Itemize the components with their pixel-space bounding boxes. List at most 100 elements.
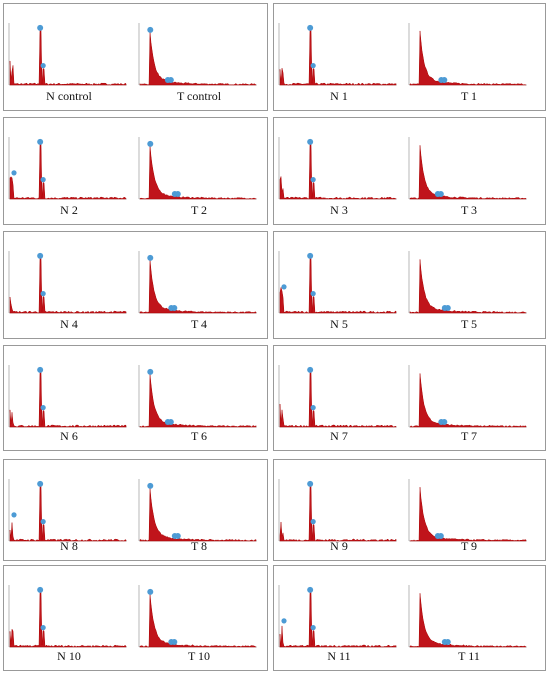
panel-label: T 4 xyxy=(191,317,207,331)
panel-box xyxy=(273,459,546,561)
panel-label: N 8 xyxy=(60,539,78,553)
peak-marker xyxy=(40,291,46,297)
spectrum xyxy=(139,593,257,648)
panel-box xyxy=(3,231,268,339)
peak-marker xyxy=(167,419,174,425)
panel-label: T 8 xyxy=(191,539,207,553)
panel-box xyxy=(3,345,268,451)
panel-box xyxy=(273,231,546,339)
peak-marker xyxy=(147,368,154,375)
spectrum xyxy=(279,371,397,428)
peak-marker xyxy=(310,625,316,631)
spectrum xyxy=(139,259,257,314)
peak-marker xyxy=(11,170,17,176)
peak-marker xyxy=(147,26,154,33)
spectrum xyxy=(9,591,127,648)
spectrum xyxy=(279,29,397,86)
peak-marker xyxy=(174,533,181,539)
spectrum xyxy=(9,257,127,314)
spectrum xyxy=(279,257,397,314)
spectrum xyxy=(409,373,527,428)
panel-label: N 1 xyxy=(330,89,348,103)
spectrum xyxy=(409,593,527,648)
peak-marker xyxy=(310,291,316,297)
panel-label: T 1 xyxy=(461,89,477,103)
peak-marker xyxy=(441,77,448,83)
panel-label: N control xyxy=(46,89,92,103)
panel-box xyxy=(3,565,268,671)
panel-label: T 11 xyxy=(458,649,480,663)
panel-label: N 3 xyxy=(330,203,348,217)
panel-label: T control xyxy=(177,89,222,103)
peak-marker xyxy=(310,519,316,525)
panel-label: N 9 xyxy=(330,539,348,553)
panel-label: T 9 xyxy=(461,539,477,553)
peak-marker xyxy=(310,63,316,69)
peak-marker xyxy=(307,138,314,145)
peak-marker xyxy=(307,366,314,373)
peak-marker xyxy=(40,405,46,411)
panel-box xyxy=(3,3,268,111)
peak-marker xyxy=(310,177,316,183)
peak-marker xyxy=(307,24,314,31)
spectrum xyxy=(409,259,527,314)
peak-marker xyxy=(40,519,46,525)
panel-label: N 6 xyxy=(60,429,78,443)
spectrum xyxy=(9,143,127,200)
peak-marker xyxy=(37,366,44,373)
peak-marker xyxy=(437,533,444,539)
panel-label: N 5 xyxy=(330,317,348,331)
panel-label: T 5 xyxy=(461,317,477,331)
spectrum xyxy=(9,371,127,428)
panel-label: N 2 xyxy=(60,203,78,217)
peak-marker xyxy=(40,625,46,631)
peak-marker xyxy=(147,140,154,147)
panel-box xyxy=(273,345,546,451)
peak-marker xyxy=(441,419,448,425)
panel-box xyxy=(273,3,546,111)
spectrum xyxy=(409,30,527,86)
panel-label: T 2 xyxy=(191,203,207,217)
spectrum xyxy=(409,145,527,200)
peak-marker xyxy=(171,639,178,645)
panel-label: N 10 xyxy=(57,649,81,663)
spectrum xyxy=(139,488,257,542)
peak-marker xyxy=(37,138,44,145)
spectrum xyxy=(9,29,127,86)
peak-marker xyxy=(307,480,314,487)
spectrum xyxy=(139,374,257,428)
peak-marker xyxy=(11,512,17,518)
spectrum xyxy=(279,485,397,542)
panel-label: N 4 xyxy=(60,317,78,331)
peak-marker xyxy=(174,191,181,197)
spectrum xyxy=(279,591,397,648)
peak-marker xyxy=(444,305,451,311)
peak-marker xyxy=(37,586,44,593)
spectrum xyxy=(139,31,257,86)
panel-label: N 11 xyxy=(327,649,350,663)
spectrum xyxy=(409,487,527,542)
panel-box xyxy=(273,565,546,671)
panel-box xyxy=(3,459,268,561)
peak-marker xyxy=(444,639,451,645)
panel-label: N 7 xyxy=(330,429,348,443)
peak-marker xyxy=(147,588,154,595)
panel-label: T 10 xyxy=(188,649,210,663)
spectrum xyxy=(9,485,127,542)
peak-marker xyxy=(40,63,46,69)
panel-label: T 6 xyxy=(191,429,207,443)
panel-box xyxy=(3,117,268,225)
peak-marker xyxy=(171,305,178,311)
peak-marker xyxy=(37,480,44,487)
peak-marker xyxy=(307,252,314,259)
spectrum xyxy=(279,143,397,200)
panel-label: T 3 xyxy=(461,203,477,217)
peak-marker xyxy=(437,191,444,197)
peak-marker xyxy=(147,482,154,489)
spectrum xyxy=(139,145,257,200)
peak-marker xyxy=(147,254,154,261)
peak-marker xyxy=(167,77,174,83)
peak-marker xyxy=(281,618,287,624)
peak-marker xyxy=(37,252,44,259)
